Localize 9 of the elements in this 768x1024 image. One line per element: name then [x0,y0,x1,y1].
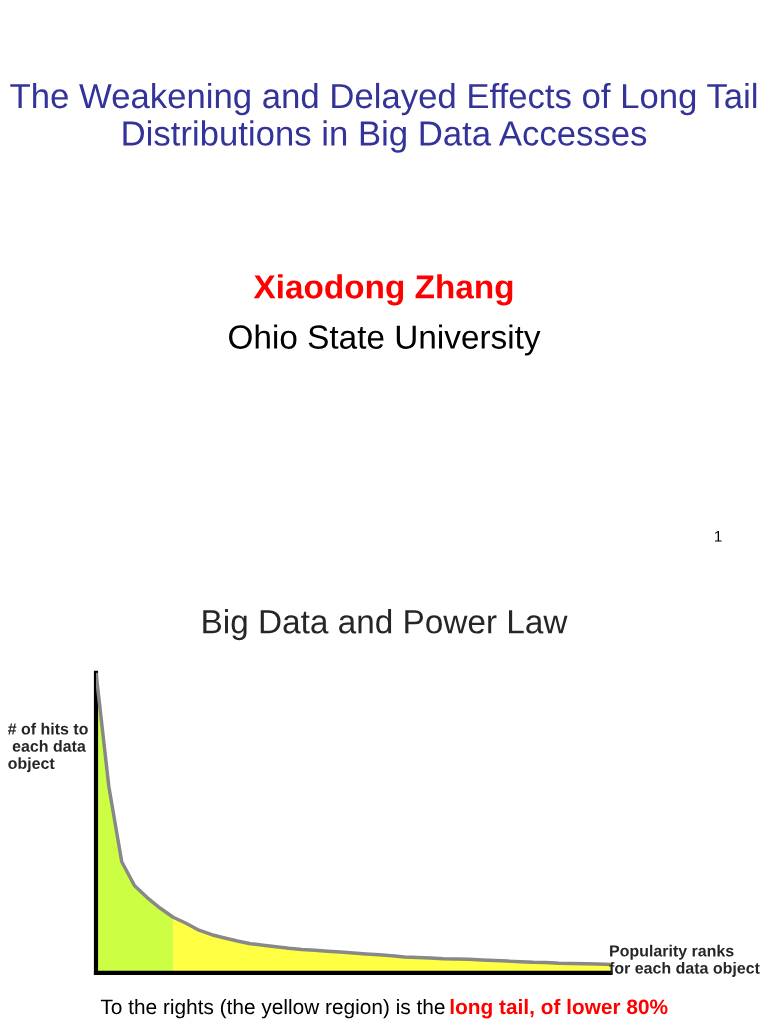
text: long tail, of lower 80% [450,998,668,1019]
text: The Weakening and Delayed Effects of Long Tail Distributions in Big Data Accesses [10,82,757,153]
text: 1 [715,531,722,542]
y-axis-title: # of hits to each data object [7,722,88,773]
x-axis-title: Popularity ranks for each data object [609,944,760,977]
text: Xiaodong Zhang [253,274,513,306]
text: To the rights (the yellow region) is the [100,998,445,1019]
text: Ohio State University [229,324,541,356]
chart-title: Big Data and Power Law [203,609,568,641]
